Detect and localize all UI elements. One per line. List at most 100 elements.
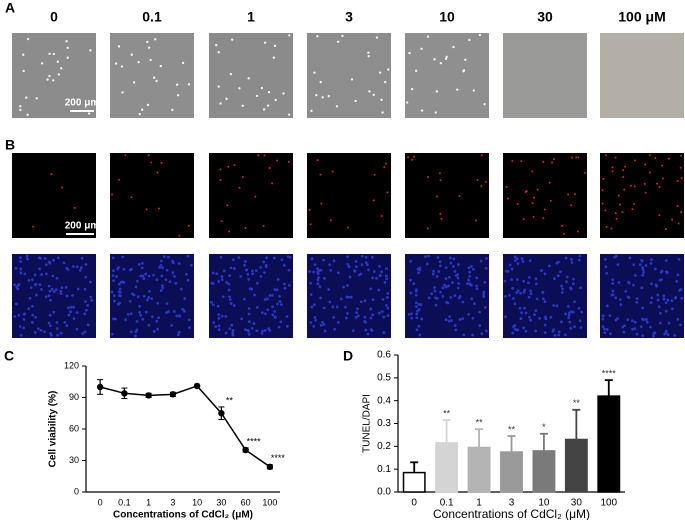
nucleus [386, 306, 390, 310]
nucleus [132, 293, 136, 297]
nucleus [650, 282, 653, 286]
nucleus [90, 298, 94, 302]
cell [46, 78, 49, 81]
significance: ** [573, 398, 581, 408]
nucleus [67, 313, 71, 317]
nucleus [452, 257, 456, 261]
nucleus [614, 296, 618, 300]
nucleus [543, 300, 547, 304]
nucleus [456, 286, 460, 290]
nucleus [656, 293, 660, 297]
nucleus [332, 315, 336, 319]
nucleus [314, 318, 318, 322]
bar [402, 471, 426, 493]
x-axis-title: Concentrations of CdCl₂ (μM) [433, 507, 590, 520]
nucleus [111, 256, 115, 260]
nucleus [611, 293, 615, 297]
tunel-cell [644, 163, 647, 166]
nucleus [224, 331, 228, 335]
cell [464, 58, 467, 62]
nucleus [456, 263, 460, 266]
tunel-cell [226, 204, 229, 207]
nucleus [38, 283, 42, 286]
tunel-cell [372, 199, 375, 202]
nucleus [319, 296, 322, 300]
nucleus [37, 327, 40, 331]
nucleus [147, 295, 151, 299]
nucleus [176, 333, 180, 337]
nucleus [534, 277, 538, 281]
nucleus [75, 265, 79, 269]
nucleus [250, 326, 254, 330]
nucleus [543, 272, 547, 276]
nucleus [456, 276, 460, 280]
cell [350, 78, 354, 81]
nucleus [69, 305, 73, 309]
nucleus [287, 268, 291, 272]
nucleus [56, 333, 60, 337]
nucleus [30, 304, 34, 308]
panel-label: A [5, 0, 15, 16]
tunel-cell [516, 202, 519, 205]
nucleus [515, 328, 519, 332]
tunel-cell [480, 185, 483, 188]
nucleus [55, 327, 59, 330]
nucleus [211, 271, 215, 275]
cell [154, 38, 157, 41]
cell [225, 97, 228, 101]
nucleus [83, 330, 87, 334]
tunel-cell [505, 185, 508, 188]
nucleus [605, 304, 609, 308]
nucleus [480, 332, 484, 336]
nucleus [336, 271, 340, 275]
nucleus [179, 287, 183, 291]
nucleus [354, 315, 358, 319]
nucleus [377, 288, 381, 292]
nucleus [173, 275, 176, 278]
nucleus [177, 262, 181, 265]
nucleus [634, 274, 637, 277]
nucleus [142, 277, 146, 281]
nucleus [564, 256, 568, 260]
nucleus [468, 270, 472, 274]
nucleus [385, 267, 388, 270]
nucleus [543, 331, 547, 334]
nucleus [346, 262, 350, 266]
nucleus [521, 260, 525, 263]
tunel-cell [549, 199, 552, 202]
nucleus [189, 263, 193, 267]
nucleus [355, 265, 358, 269]
nucleus [255, 281, 259, 285]
bar [532, 450, 556, 493]
nucleus [385, 277, 389, 281]
nucleus [47, 294, 51, 298]
tunel-cell [617, 194, 620, 197]
nucleus [129, 312, 133, 316]
cell [175, 83, 179, 86]
cell [405, 101, 409, 104]
nucleus [420, 317, 424, 321]
nucleus [519, 291, 523, 295]
nucleus [559, 270, 562, 274]
nucleus [228, 298, 232, 301]
nucleus [673, 296, 677, 300]
tunel-cell [435, 195, 438, 198]
nucleus [534, 309, 538, 313]
nucleus [351, 329, 355, 333]
nucleus [345, 312, 349, 315]
nucleus [142, 294, 146, 298]
nucleus [356, 307, 359, 311]
cell [217, 50, 220, 54]
nucleus [638, 263, 642, 267]
nucleus [568, 320, 572, 324]
nucleus [659, 271, 663, 274]
nucleus [118, 287, 122, 291]
tunel-cell [32, 225, 35, 228]
tunel-cell [319, 173, 322, 176]
nucleus [316, 272, 320, 276]
nucleus [282, 263, 286, 267]
tunel-cell [73, 206, 76, 209]
tunel-cell [661, 177, 664, 180]
cell [25, 96, 28, 99]
nucleus [56, 256, 60, 260]
